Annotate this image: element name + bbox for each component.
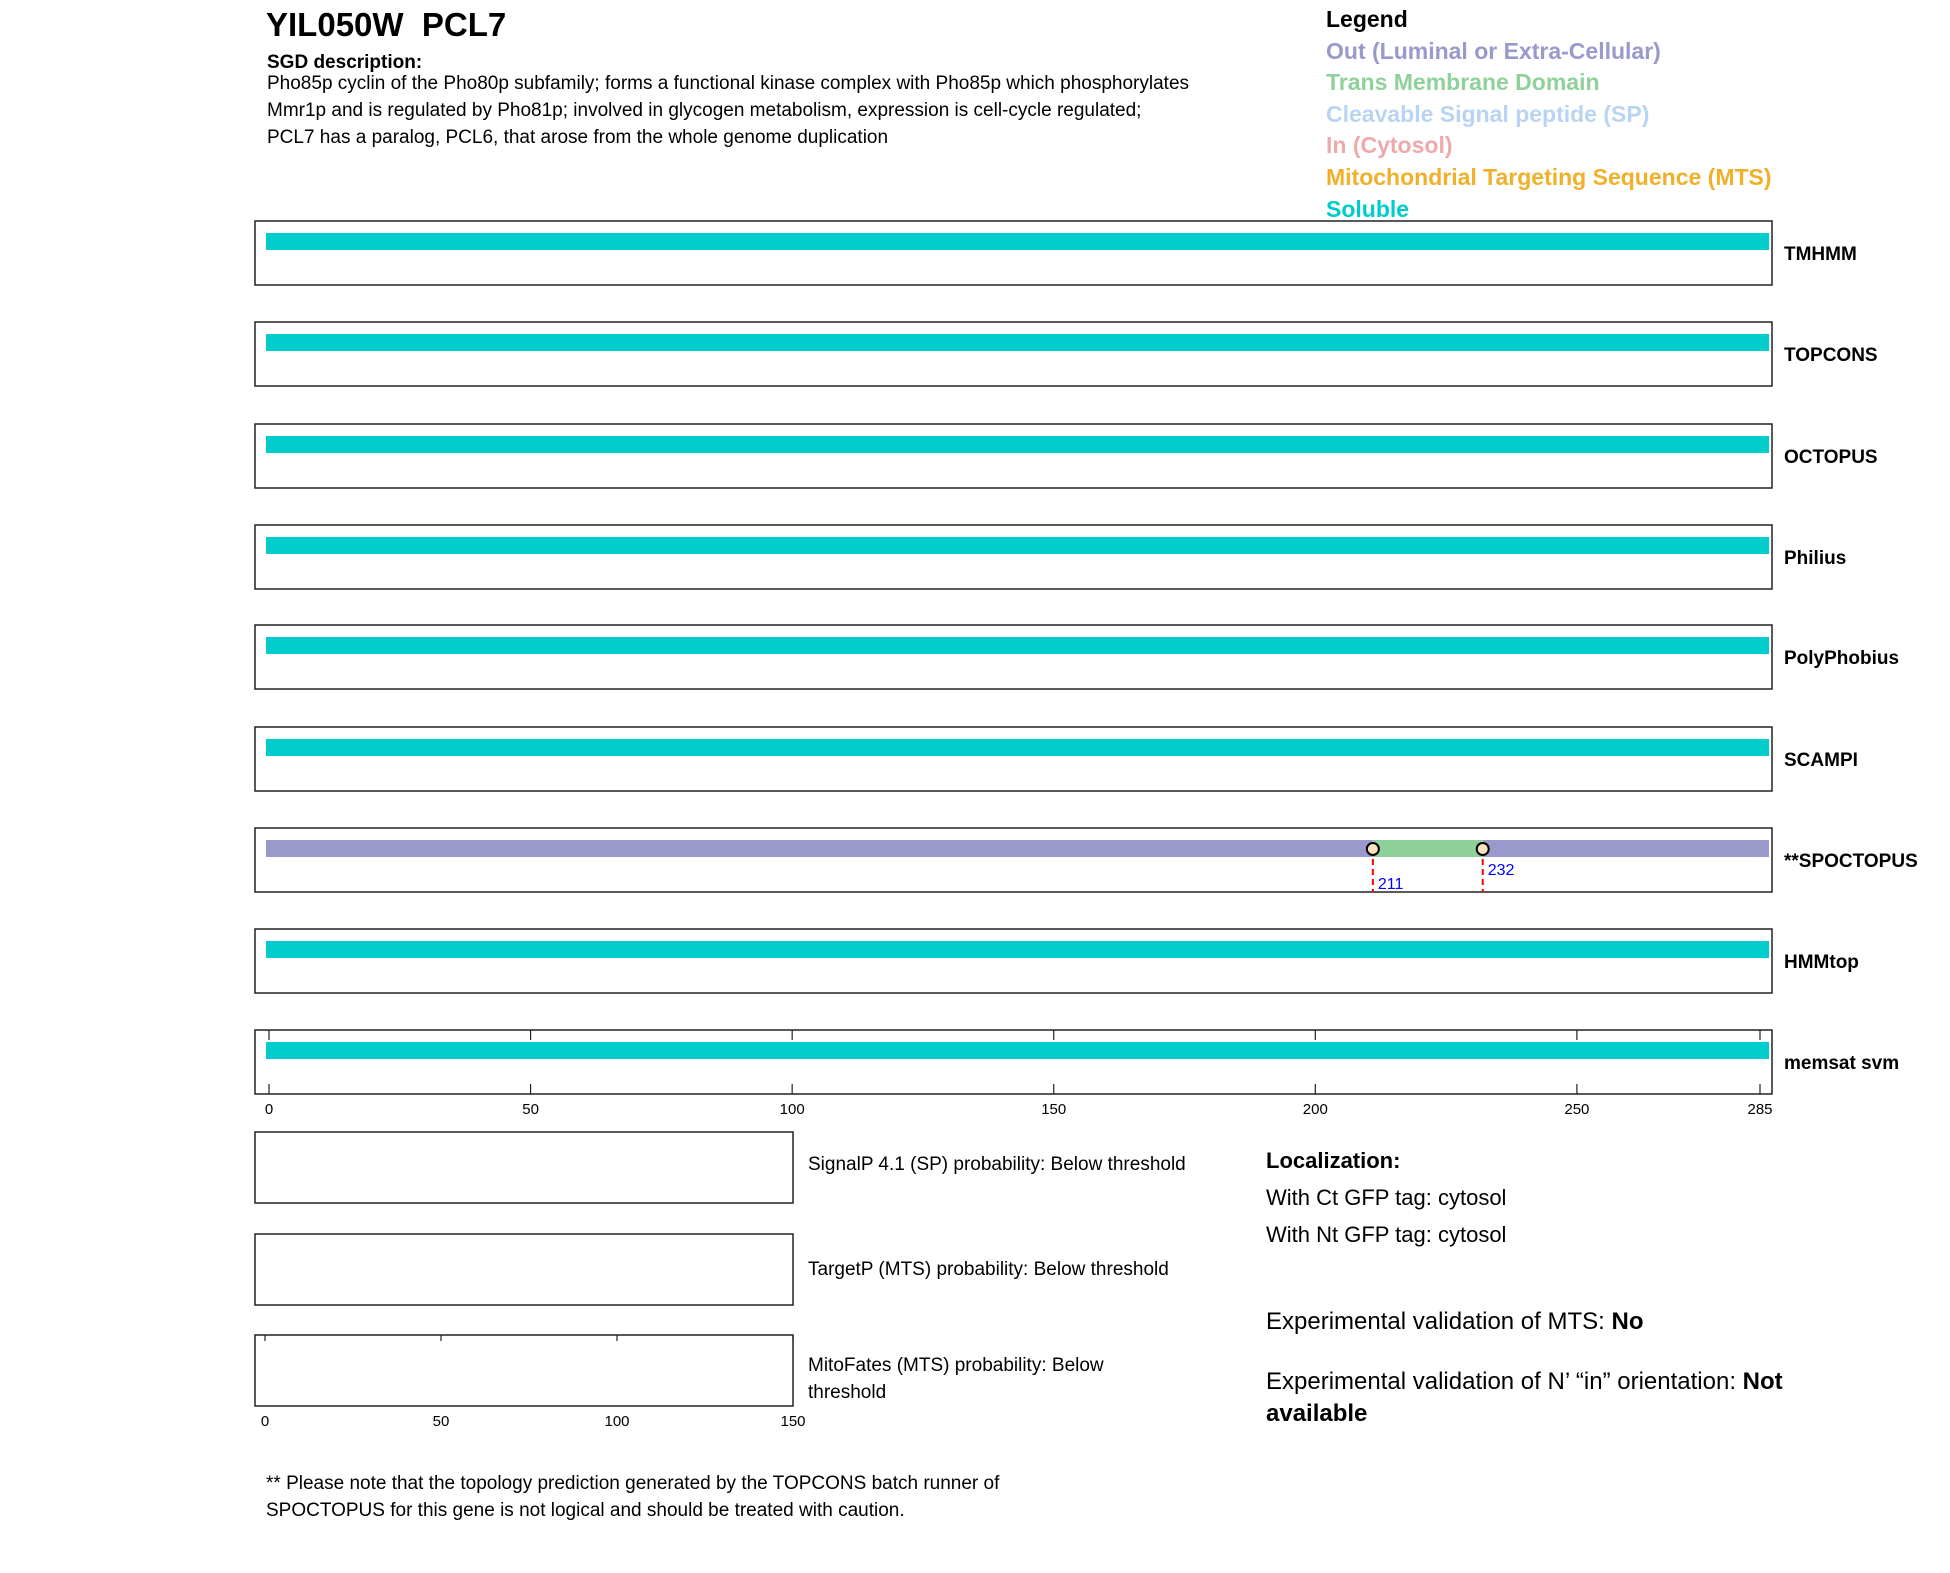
topology-tracks: TMHMM TOPCONS OCTOPUS Philius PolyPhobius SCA… bbox=[254, 220, 1918, 1430]
segment-soluble bbox=[266, 637, 1769, 654]
legend-item-out: Out (Luminal or Extra-Cellular) bbox=[1326, 37, 1661, 64]
signalp-probability: SignalP 4.1 (SP) probability: Below thre… bbox=[808, 1154, 1186, 1175]
localization-title: Localization: bbox=[1266, 1148, 1401, 1173]
targetp-probability: TargetP (MTS) probability: Below thresho… bbox=[808, 1259, 1169, 1280]
legend-item-soluble: Soluble bbox=[1326, 195, 1410, 222]
sgd-line: Pho85p cyclin of the Pho80p subfamily; f… bbox=[267, 73, 1190, 94]
track-box bbox=[254, 220, 1773, 286]
axis-tick-label: 250 bbox=[1564, 1101, 1589, 1118]
legend: Legend Out (Luminal or Extra-Cellular) T… bbox=[1326, 4, 1772, 225]
mitofates-line: MitoFates (MTS) probability: Below bbox=[808, 1355, 1104, 1376]
track-topcons: TOPCONS bbox=[254, 321, 1878, 387]
boundary-label: 211 bbox=[1378, 876, 1404, 893]
segment-soluble bbox=[266, 537, 1769, 554]
mts-validation: Experimental validation of MTS: No bbox=[1266, 1308, 1643, 1336]
track-label: OCTOPUS bbox=[1784, 447, 1878, 468]
track-octopus: OCTOPUS bbox=[254, 423, 1878, 489]
footnote-line: SPOCTOPUS for this gene is not logical a… bbox=[266, 1500, 905, 1521]
orientation-validation-label: Experimental validation of N’ “in” orien… bbox=[1266, 1368, 1743, 1395]
legend-title: Legend bbox=[1326, 6, 1408, 32]
legend-item-tm: Trans Membrane Domain bbox=[1326, 69, 1600, 96]
track-label: SCAMPI bbox=[1784, 750, 1858, 771]
segment-soluble bbox=[266, 233, 1769, 250]
probability-box bbox=[254, 1334, 794, 1407]
legend-item-sp: Cleavable Signal peptide (SP) bbox=[1326, 100, 1650, 127]
segment-soluble bbox=[266, 739, 1769, 756]
mitofates-probability: MitoFates (MTS) probability: Below thres… bbox=[808, 1352, 1104, 1406]
segment-soluble bbox=[266, 941, 1769, 958]
segment-soluble bbox=[266, 334, 1769, 351]
segment-tm bbox=[1372, 840, 1483, 857]
segment-soluble bbox=[266, 1042, 1769, 1059]
sgd-description-label: SGD description: bbox=[267, 52, 423, 73]
track-box bbox=[254, 726, 1773, 792]
track-label: TOPCONS bbox=[1784, 345, 1878, 366]
track-box bbox=[254, 827, 1773, 893]
footnote-line: ** Please note that the topology predict… bbox=[266, 1473, 1000, 1494]
probability-box bbox=[254, 1131, 794, 1204]
mts-validation-label: Experimental validation of MTS: bbox=[1266, 1308, 1612, 1335]
boundary-marker bbox=[1365, 842, 1380, 856]
track-label: PolyPhobius bbox=[1784, 648, 1899, 669]
axis-tick-label: 0 bbox=[265, 1101, 273, 1118]
boundary-label: 232 bbox=[1488, 862, 1515, 879]
sgd-line: Mmr1p and is regulated by Pho81p; involv… bbox=[267, 100, 1142, 121]
mitofates-line: threshold bbox=[808, 1382, 887, 1403]
mts-validation-value: No bbox=[1611, 1308, 1644, 1335]
localization-ct: With Ct GFP tag: cytosol bbox=[1266, 1185, 1507, 1210]
sgd-description: Pho85p cyclin of the Pho80p subfamily; f… bbox=[267, 70, 1317, 151]
track-label: HMMtop bbox=[1784, 952, 1859, 973]
axis-tick-label: 100 bbox=[780, 1101, 805, 1118]
track-box bbox=[254, 524, 1773, 590]
legend-item-mts: Mitochondrial Targeting Sequence (MTS) bbox=[1326, 163, 1772, 190]
track-box bbox=[254, 423, 1773, 489]
boundary-marker bbox=[1475, 842, 1490, 856]
axis-tick-label: 200 bbox=[1303, 1101, 1328, 1118]
orientation-validation-value-cont: available bbox=[1266, 1400, 1368, 1427]
localization-nt: With Nt GFP tag: cytosol bbox=[1266, 1222, 1507, 1247]
orientation-validation: Experimental validation of N’ “in” orien… bbox=[1266, 1368, 1783, 1396]
track-box bbox=[254, 1029, 1773, 1095]
track-tmhmm: TMHMM bbox=[254, 220, 1857, 286]
track-box bbox=[254, 928, 1773, 994]
footnote: ** Please note that the topology predict… bbox=[266, 1470, 999, 1524]
orientation-validation-value: Not bbox=[1742, 1368, 1783, 1395]
segment-out bbox=[1482, 840, 1769, 857]
track-label: memsat svm bbox=[1784, 1053, 1899, 1074]
segment-out bbox=[266, 840, 1373, 857]
track-spoctopus: 211 232 **SPOCTOPUS bbox=[254, 827, 1918, 893]
track-polyphobius: PolyPhobius bbox=[254, 624, 1899, 690]
segment-soluble bbox=[266, 436, 1769, 453]
axis-tick-label: 50 bbox=[522, 1101, 539, 1118]
axis-tick-label: 150 bbox=[1041, 1101, 1066, 1118]
track-memsat-svm: memsat svm bbox=[254, 1029, 1899, 1095]
track-box bbox=[254, 321, 1773, 387]
track-box bbox=[254, 624, 1773, 690]
legend-item-in: In (Cytosol) bbox=[1326, 132, 1453, 159]
track-label: **SPOCTOPUS bbox=[1784, 851, 1918, 872]
axis-tick-label: 50 bbox=[433, 1413, 450, 1430]
probability-box bbox=[254, 1233, 794, 1306]
axis-tick-label: 150 bbox=[780, 1413, 805, 1430]
sgd-line: PCL7 has a paralog, PCL6, that arose fro… bbox=[267, 127, 889, 148]
track-label: Philius bbox=[1784, 548, 1846, 569]
axis-tick-label: 0 bbox=[261, 1413, 269, 1430]
axis-tick-label: 285 bbox=[1747, 1101, 1772, 1118]
track-scampi: SCAMPI bbox=[254, 726, 1858, 792]
track-philius: Philius bbox=[254, 524, 1846, 590]
gene-title: YIL050W PCL7 bbox=[266, 6, 507, 43]
axis-tick-label: 100 bbox=[604, 1413, 629, 1430]
track-label: TMHMM bbox=[1784, 244, 1857, 265]
track-hmmtop: HMMtop bbox=[254, 928, 1859, 994]
